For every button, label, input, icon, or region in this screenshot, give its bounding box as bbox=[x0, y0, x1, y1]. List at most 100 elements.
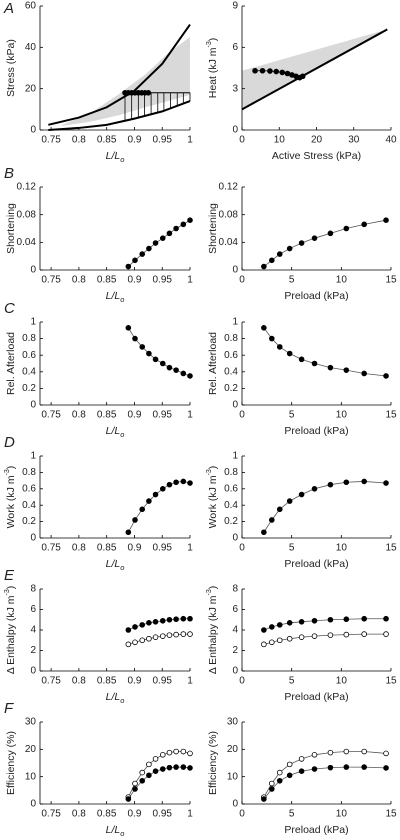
dot bbox=[383, 615, 389, 622]
line bbox=[128, 633, 190, 645]
x-tick-label: 0 bbox=[239, 275, 245, 286]
x-tick-label: 0 bbox=[239, 410, 245, 421]
y-tick-label: 2 bbox=[232, 645, 238, 656]
dot bbox=[343, 631, 350, 638]
dot bbox=[152, 768, 159, 774]
label-part: ) bbox=[207, 38, 219, 42]
x-tick-label: 0.9 bbox=[127, 410, 141, 421]
dot bbox=[327, 364, 334, 371]
panel-6: 0.75 0.8 0.85 0.9 0.95 1 0 0.2 0.4 0.6 0.8 1 D bbox=[4, 434, 193, 554]
dot bbox=[146, 498, 152, 504]
y-tick-label: 0.12 bbox=[17, 182, 37, 193]
y-tick-label: 1 bbox=[232, 451, 238, 462]
dot bbox=[132, 780, 138, 787]
dot bbox=[159, 617, 166, 624]
label-part: ) bbox=[5, 586, 17, 590]
x-tick-label: 0.95 bbox=[152, 135, 172, 146]
dot bbox=[361, 221, 367, 228]
dot bbox=[159, 235, 166, 241]
dot bbox=[125, 627, 132, 633]
dot bbox=[286, 772, 293, 779]
dot bbox=[187, 217, 193, 224]
dot bbox=[383, 373, 389, 379]
y-tick-label: 0.4 bbox=[22, 366, 36, 377]
dot bbox=[152, 491, 159, 498]
line bbox=[127, 327, 191, 377]
x-tick-label: 0.8 bbox=[72, 275, 86, 286]
label-part: L/L bbox=[106, 824, 121, 836]
dot bbox=[180, 478, 187, 485]
dot bbox=[327, 749, 334, 756]
y-tick-label: 20 bbox=[227, 744, 239, 755]
x-tick-label: 40 bbox=[385, 135, 397, 146]
y-axis-label: Δ Enthalpy (kJ m-3) bbox=[206, 586, 218, 675]
x-tick-label: 0.8 bbox=[72, 135, 86, 146]
y-tick-label: 0 bbox=[30, 799, 36, 810]
y-tick-label: 6 bbox=[232, 42, 238, 53]
label-part: Preload (kPa) bbox=[284, 824, 348, 836]
x-axis-label: Preload (kPa) bbox=[284, 824, 348, 836]
dot bbox=[361, 615, 367, 622]
label-part: L/L bbox=[106, 691, 121, 703]
dot bbox=[343, 479, 350, 486]
dot bbox=[159, 485, 166, 492]
dot bbox=[311, 766, 318, 772]
y-tick-label: 9 bbox=[232, 1, 238, 12]
x-tick-label: 5 bbox=[289, 676, 295, 687]
x-tick-label: 0.8 bbox=[72, 410, 86, 421]
panel-5: 0 5 10 15 0 0.2 0.4 0.6 0.8 1 bbox=[224, 317, 397, 421]
label-part: L/L bbox=[106, 150, 121, 162]
dot bbox=[139, 251, 146, 257]
y-tick-label: 1 bbox=[232, 317, 238, 328]
y-axis-label: Stress (kPa) bbox=[5, 39, 17, 97]
dot bbox=[187, 480, 193, 486]
dot bbox=[286, 761, 293, 768]
y-tick-label: 0.8 bbox=[22, 467, 36, 478]
y-tick-label: 0 bbox=[30, 400, 36, 411]
dot bbox=[173, 631, 179, 638]
x-axis-label: L/Lo bbox=[106, 290, 125, 305]
line bbox=[48, 24, 191, 126]
dot bbox=[259, 67, 266, 74]
y-tick-label: 0 bbox=[30, 125, 36, 136]
panel-7: 0 5 10 15 0 0.2 0.4 0.6 0.8 1 bbox=[224, 451, 397, 554]
x-axis-label: L/Lo bbox=[106, 425, 125, 440]
dot bbox=[132, 335, 138, 342]
x-tick-label: 1 bbox=[187, 676, 193, 687]
dot bbox=[276, 344, 283, 350]
dot bbox=[166, 364, 173, 371]
dot bbox=[146, 772, 152, 779]
dot bbox=[132, 517, 138, 523]
dot bbox=[180, 370, 187, 377]
dot bbox=[361, 764, 367, 770]
label-part: Work (kJ m bbox=[5, 475, 17, 528]
y-tick-label: 4 bbox=[232, 625, 238, 636]
y-tick-label: 0.04 bbox=[17, 237, 37, 248]
x-tick-label: 1 bbox=[187, 410, 193, 421]
dot bbox=[125, 796, 132, 802]
y-tick-label: 0 bbox=[30, 533, 36, 544]
label-part: Efficiency (%) bbox=[5, 731, 17, 795]
dot bbox=[261, 796, 267, 802]
label-part: Rel. Afterload bbox=[207, 332, 219, 395]
x-tick-label: 10 bbox=[274, 135, 286, 146]
dot bbox=[173, 764, 179, 770]
dot bbox=[383, 217, 389, 224]
y-tick-label: 8 bbox=[30, 584, 36, 595]
y-tick-label: 0 bbox=[232, 533, 238, 544]
x-tick-label: 0.85 bbox=[97, 809, 117, 820]
y-tick-label: 0.2 bbox=[224, 516, 238, 527]
x-tick-label: 0 bbox=[239, 676, 245, 687]
label-part: o bbox=[120, 155, 124, 164]
dot bbox=[125, 641, 132, 648]
y-tick-label: 0.08 bbox=[219, 209, 239, 220]
label-part: Rel. Afterload bbox=[5, 332, 17, 395]
dot bbox=[166, 481, 173, 488]
x-tick-label: 0.85 bbox=[97, 410, 117, 421]
dot bbox=[273, 68, 280, 75]
x-tick-label: 0.9 bbox=[127, 676, 141, 687]
dot bbox=[383, 765, 389, 771]
dot bbox=[298, 634, 305, 640]
dot bbox=[173, 367, 179, 373]
